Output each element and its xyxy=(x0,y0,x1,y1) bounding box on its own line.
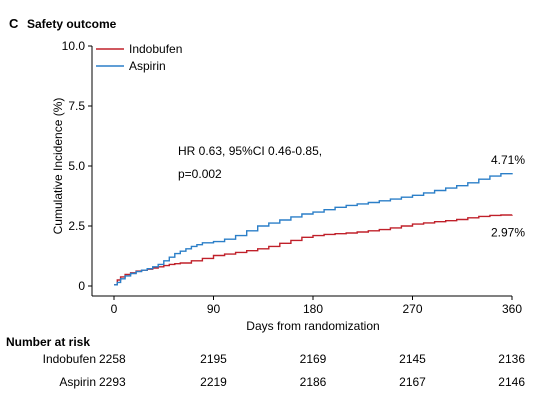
end-value-label-indobufen: 2.97% xyxy=(491,226,525,240)
series-layer: 2.97% 4.71% xyxy=(114,153,525,286)
y-tick-label: 5.0 xyxy=(68,159,85,173)
x-tick-label: 270 xyxy=(402,302,422,316)
x-tick-label: 0 xyxy=(111,302,118,316)
x-tick-label: 90 xyxy=(207,302,221,316)
p-value-annotation: p=0.002 xyxy=(178,167,222,181)
risk-value: 2186 xyxy=(300,375,327,389)
risk-value: 2136 xyxy=(498,352,525,366)
series-line-indobufen xyxy=(114,214,513,286)
legend-label-indobufen: Indobufen xyxy=(129,42,182,56)
end-value-label-aspirin: 4.71% xyxy=(491,153,525,167)
y-tick-label: 2.5 xyxy=(68,219,85,233)
hazard-ratio-annotation: HR 0.63, 95%CI 0.46-0.85, xyxy=(178,144,322,158)
y-axis-label: Cumulative Incidence (%) xyxy=(51,98,65,235)
risk-value: 2195 xyxy=(200,352,227,366)
x-tick-label: 360 xyxy=(502,302,522,316)
legend: Indobufen Aspirin xyxy=(96,42,182,73)
x-tick-label: 180 xyxy=(303,302,323,316)
risk-table-title: Number at risk xyxy=(6,335,90,349)
y-tick-label: 10.0 xyxy=(62,39,86,53)
risk-value: 2293 xyxy=(99,375,126,389)
risk-value: 2258 xyxy=(99,352,126,366)
risk-value: 2167 xyxy=(399,375,426,389)
y-tick-label: 0 xyxy=(78,279,85,293)
risk-value: 2145 xyxy=(399,352,426,366)
series-line-aspirin xyxy=(114,173,513,286)
risk-value: 2219 xyxy=(200,375,227,389)
risk-value: 2169 xyxy=(300,352,327,366)
risk-row-label-aspirin: Aspirin xyxy=(59,375,96,389)
chart-title: Safety outcome xyxy=(27,17,117,31)
risk-row-label-indobufen: Indobufen xyxy=(43,352,96,366)
plot-axes: 0 2.5 5.0 7.5 10.0 0 90 180 270 360 xyxy=(62,39,523,316)
y-tick-label: 7.5 xyxy=(68,99,85,113)
panel-letter: C xyxy=(9,16,19,31)
x-axis-label: Days from randomization xyxy=(246,319,379,333)
number-at-risk-table: Number at risk Indobufen 2258 2195 2169 2145… xyxy=(6,335,525,389)
risk-value: 2146 xyxy=(498,375,525,389)
legend-label-aspirin: Aspirin xyxy=(129,59,166,73)
